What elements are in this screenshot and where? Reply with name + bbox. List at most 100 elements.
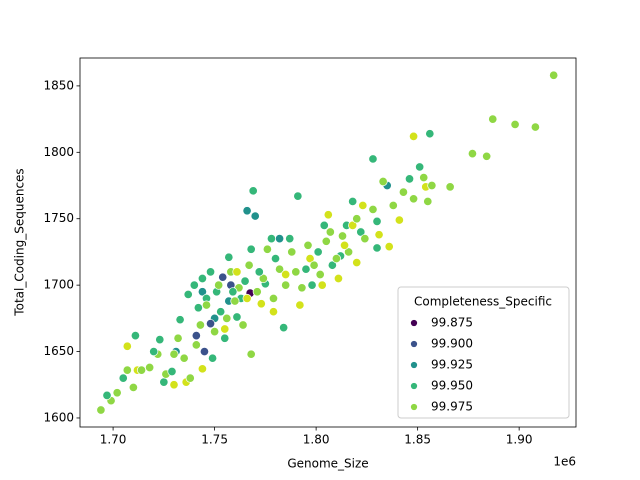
- point: [331, 254, 341, 264]
- y-axis-label: Total_Coding_Sequences: [13, 168, 27, 316]
- point: [482, 151, 492, 161]
- point: [352, 214, 362, 224]
- point: [130, 331, 140, 341]
- point: [195, 320, 205, 330]
- plot-area: [96, 70, 559, 415]
- point: [348, 196, 358, 207]
- point: [313, 247, 323, 257]
- point: [315, 269, 325, 280]
- point: [281, 280, 291, 290]
- point: [344, 247, 354, 257]
- point: [185, 373, 195, 383]
- point: [309, 260, 319, 270]
- point: [325, 227, 335, 237]
- y-tick-label: 1800: [43, 145, 74, 159]
- point: [374, 230, 384, 240]
- point: [266, 234, 277, 244]
- point: [360, 234, 370, 244]
- point: [307, 280, 317, 290]
- point: [372, 216, 382, 226]
- point: [323, 210, 333, 220]
- point: [208, 353, 218, 363]
- point: [297, 283, 307, 293]
- point: [321, 236, 331, 246]
- point: [173, 333, 183, 343]
- point: [189, 280, 199, 290]
- point: [250, 211, 260, 221]
- point: [210, 327, 220, 337]
- point: [191, 331, 201, 341]
- point: [216, 307, 226, 317]
- point: [327, 260, 337, 270]
- point: [549, 70, 559, 80]
- point: [368, 204, 378, 214]
- point: [167, 366, 177, 377]
- point: [112, 388, 122, 398]
- point: [118, 373, 128, 383]
- point: [242, 206, 252, 216]
- x-tick-label: 1.85: [404, 433, 431, 447]
- point: [246, 244, 256, 254]
- legend-title: Completeness_Specific: [414, 295, 552, 309]
- point: [467, 149, 478, 159]
- point: [356, 227, 366, 237]
- point: [268, 307, 279, 317]
- point: [409, 131, 419, 141]
- x-tick-label: 1.70: [100, 433, 127, 447]
- point: [419, 172, 429, 183]
- point: [317, 280, 327, 290]
- point: [270, 254, 281, 264]
- point: [510, 119, 520, 129]
- point: [169, 380, 179, 390]
- x-tick-label: 1.75: [201, 433, 228, 447]
- point: [159, 377, 169, 387]
- point: [339, 240, 350, 250]
- legend-box: [397, 286, 570, 419]
- x-axis-label: Genome_Size: [287, 457, 368, 471]
- point: [281, 269, 291, 280]
- point: [136, 365, 147, 375]
- point: [287, 247, 297, 257]
- point: [222, 313, 232, 323]
- point: [279, 323, 289, 333]
- point: [404, 174, 415, 184]
- legend-marker: [410, 403, 418, 411]
- point: [220, 333, 230, 343]
- point: [303, 240, 313, 250]
- x-offset-label: 1e6: [553, 455, 576, 469]
- point: [305, 254, 315, 264]
- point: [358, 200, 368, 210]
- point: [285, 234, 295, 244]
- point: [199, 347, 210, 357]
- point: [155, 335, 165, 345]
- point: [122, 365, 132, 375]
- point: [384, 242, 394, 252]
- point: [205, 267, 216, 277]
- point: [258, 273, 268, 284]
- point: [530, 122, 540, 132]
- point: [293, 191, 303, 201]
- point: [275, 264, 285, 274]
- point: [149, 347, 159, 357]
- point: [183, 289, 193, 299]
- point: [246, 349, 256, 359]
- point: [352, 258, 362, 268]
- point: [388, 200, 398, 210]
- legend-label: 99.950: [431, 379, 473, 393]
- point: [232, 312, 242, 322]
- legend-label: 99.900: [431, 337, 473, 351]
- point: [252, 287, 262, 297]
- point: [238, 320, 248, 330]
- point: [96, 405, 106, 415]
- point: [378, 176, 388, 187]
- point: [191, 340, 201, 350]
- point: [197, 273, 207, 284]
- point: [394, 215, 404, 225]
- point: [197, 364, 207, 374]
- point: [169, 349, 179, 359]
- point: [262, 244, 272, 254]
- point: [409, 194, 419, 204]
- point: [228, 287, 238, 297]
- point: [218, 272, 228, 282]
- point: [242, 293, 252, 303]
